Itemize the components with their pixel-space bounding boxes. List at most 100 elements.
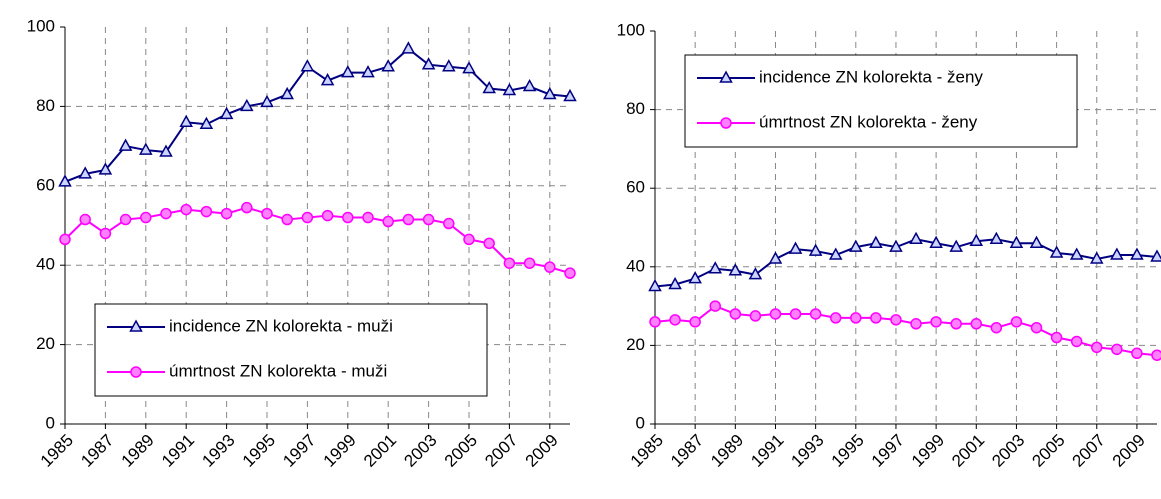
marker [421,57,436,70]
series [59,201,576,279]
x-tick-label: 2005 [1028,431,1068,471]
series [648,231,1161,292]
marker [140,211,152,224]
marker [199,116,214,130]
marker [1111,343,1123,356]
marker [59,233,71,246]
legend-label: úmrtnost ZN kolorekta - ženy [759,112,978,131]
marker [729,308,742,320]
y-tick-label: 60 [626,178,645,197]
marker [1131,347,1143,360]
marker [668,276,682,290]
marker [320,73,335,86]
marker [482,80,496,94]
marker [563,88,577,102]
marker [649,316,661,328]
marker [1010,316,1023,328]
x-tick-label: 2007 [481,431,521,471]
series [649,300,1161,361]
y-tick-label: 60 [36,175,55,194]
y-tick-label: 80 [626,99,645,118]
line [654,238,1158,288]
marker [180,203,192,216]
y-tick-label: 40 [36,255,55,274]
marker [1091,341,1103,354]
marker [769,308,782,320]
legend-box [94,303,488,397]
marker [1050,331,1063,344]
marker [808,243,823,256]
x-tick-label: 1991 [747,431,787,471]
x-tick-label: 1999 [320,431,360,471]
x-tick-label: 1985 [627,431,667,471]
marker [381,59,395,72]
marker [159,144,173,157]
marker [850,312,862,324]
marker [828,247,843,260]
legend-marker [130,366,142,378]
marker [240,98,254,112]
marker [362,211,374,224]
marker [989,231,1004,245]
legend: incidence ZN kolorekta - ženy úmrtnost ZN… [684,54,1078,148]
marker [728,263,743,276]
line [64,47,571,183]
marker [200,205,213,218]
marker [1151,349,1161,361]
marker [341,65,355,78]
marker [648,278,662,292]
marker [1110,247,1124,260]
marker [1069,247,1084,260]
legend-box [684,54,1078,148]
marker [280,86,294,100]
marker [443,217,455,230]
x-tick-label: 1997 [279,431,319,471]
legend: incidence ZN kolorekta - muži úmrtnost ZN… [94,303,488,397]
legend-marker [129,319,143,332]
marker [300,59,315,72]
marker [382,215,394,228]
marker [220,207,233,220]
marker [950,318,962,330]
x-tick-label: 2005 [441,431,481,471]
marker [909,231,923,245]
y-tick-label: 20 [36,334,55,353]
legend-label: incidence ZN kolorekta - ženy [759,67,983,86]
marker [78,166,92,179]
marker [969,233,984,247]
marker [990,321,1003,334]
marker [929,235,943,248]
marker [1130,247,1144,260]
marker [689,316,701,328]
marker [463,233,475,246]
marker [890,314,902,326]
marker [709,300,721,312]
marker [58,174,72,187]
marker [160,207,172,220]
x-tick-label: 2009 [522,431,562,471]
marker [768,251,783,264]
x-tick-label: 1991 [158,431,198,471]
marker [402,213,415,226]
marker [889,239,903,252]
marker [301,211,314,224]
marker [321,209,334,222]
x-tick-label: 2003 [400,431,440,471]
marker [970,318,983,330]
marker [1150,249,1161,262]
marker [688,271,702,284]
x-tick-label: 2003 [988,431,1028,471]
legend-marker [720,117,732,129]
marker [829,312,842,324]
marker [789,308,802,320]
legend-label: incidence ZN kolorekta - muži [169,316,393,335]
marker [118,138,133,151]
marker [809,308,822,320]
x-tick-label: 1987 [77,431,117,471]
marker [281,213,293,226]
x-tick-label: 1989 [707,431,747,471]
y-tick-label: 0 [636,413,645,432]
marker [949,239,963,252]
marker [1029,235,1044,248]
